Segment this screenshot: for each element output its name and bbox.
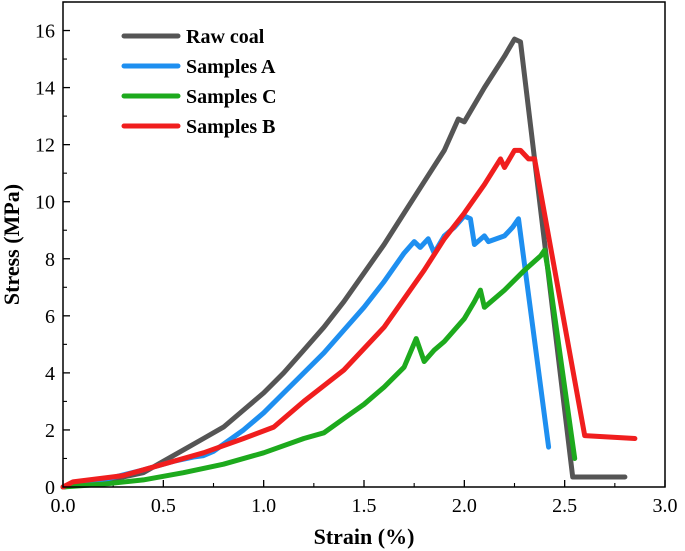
x-axis-title: Strain (%) <box>314 524 415 549</box>
x-tick-label-1: 0.5 <box>151 495 176 517</box>
series-line-raw-coal <box>60 36 628 490</box>
legend-label-3: Samples B <box>186 116 275 138</box>
y-tick-label-7: 14 <box>35 78 55 100</box>
series-line-samples-c <box>60 247 578 490</box>
y-axis-title: Stress (MPa) <box>0 184 24 305</box>
y-tick-label-6: 12 <box>35 135 55 157</box>
x-tick-label-2: 1.0 <box>251 495 276 517</box>
legend-label-1: Samples A <box>186 56 276 78</box>
x-tick-label-5: 2.5 <box>552 495 577 517</box>
series-line-samples-a <box>60 213 552 490</box>
y-tick-label-8: 16 <box>35 21 55 43</box>
legend-label-2: Samples C <box>186 86 277 108</box>
series-lines <box>60 36 638 490</box>
tick-labels: 0.0 0.5 1.0 1.5 2.0 2.5 3.0 0 2 4 6 8 10 12 14 16 <box>35 21 678 517</box>
plot-frame <box>62 1 666 488</box>
y-tick-label-4: 8 <box>45 249 55 271</box>
y-tick-label-0: 0 <box>45 477 55 499</box>
x-tick-label-4: 2.0 <box>452 495 477 517</box>
y-tick-label-5: 10 <box>35 192 55 214</box>
x-tick-label-0: 0.0 <box>51 495 76 517</box>
tick-marks <box>62 1 666 488</box>
legend: Raw coal Samples A Samples C Samples B <box>121 26 277 138</box>
y-tick-label-1: 2 <box>45 420 55 442</box>
x-tick-label-3: 1.5 <box>352 495 377 517</box>
legend-label-0: Raw coal <box>186 26 265 48</box>
series-line-samples-b <box>60 147 638 490</box>
x-tick-label-6: 3.0 <box>653 495 678 517</box>
y-tick-label-3: 6 <box>45 306 55 328</box>
y-tick-label-2: 4 <box>45 363 55 385</box>
